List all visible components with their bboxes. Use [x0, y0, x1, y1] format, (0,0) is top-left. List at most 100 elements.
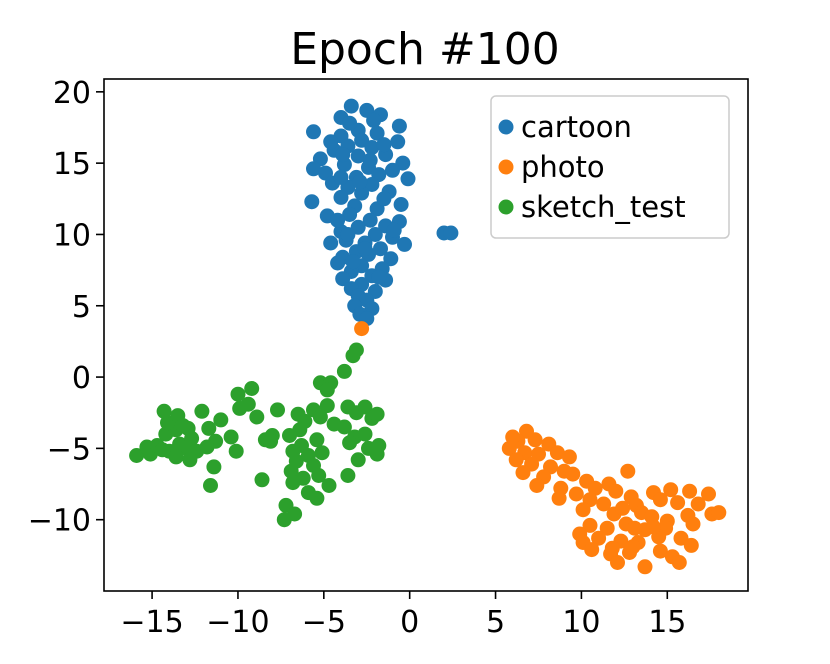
data-point [323, 235, 339, 251]
data-point [335, 271, 351, 287]
data-point [383, 251, 399, 267]
data-point [240, 396, 256, 412]
data-point [549, 445, 565, 461]
data-point [362, 212, 378, 228]
data-point [206, 459, 222, 475]
data-point [371, 438, 387, 453]
legend-label: cartoon [521, 110, 632, 144]
data-point [340, 468, 356, 483]
y-tick-label: 10 [53, 218, 91, 253]
data-point [350, 148, 366, 164]
data-point [342, 435, 358, 451]
data-point [711, 505, 727, 521]
data-point [335, 147, 351, 163]
data-point [646, 519, 661, 535]
data-point [228, 443, 244, 459]
series-sketch-test [129, 342, 387, 528]
data-point [367, 227, 383, 242]
data-point [244, 381, 260, 396]
data-point [213, 412, 229, 428]
data-point [306, 161, 321, 177]
data-point [599, 520, 615, 536]
data-point [194, 403, 210, 419]
plot-area-frame [103, 78, 749, 592]
data-point [357, 241, 373, 257]
x-tick-label: 5 [486, 605, 505, 640]
data-point [505, 429, 521, 445]
data-point [615, 500, 631, 516]
data-point [671, 555, 687, 570]
data-point [690, 496, 706, 512]
data-point [175, 418, 191, 434]
legend-box [490, 95, 730, 239]
series-cartoon [304, 98, 459, 327]
legend-marker [498, 119, 514, 135]
data-point [333, 169, 349, 185]
data-point [443, 225, 459, 241]
data-point [596, 496, 612, 512]
y-tick-label: −10 [28, 504, 91, 539]
data-point [345, 254, 361, 270]
data-point [685, 516, 701, 532]
data-point [230, 386, 246, 402]
data-point [587, 480, 603, 496]
data-point [529, 478, 545, 493]
data-point [254, 472, 270, 488]
x-tick-label: 15 [648, 605, 686, 640]
data-point [354, 321, 370, 337]
data-point [652, 492, 668, 508]
data-point [285, 475, 301, 491]
legend: cartoon photo sketch_test [490, 95, 730, 239]
data-point [357, 399, 373, 415]
data-point [330, 212, 346, 228]
y-tick-label: 0 [72, 361, 91, 396]
data-point [683, 537, 699, 553]
data-point [201, 420, 217, 436]
data-point [652, 543, 668, 559]
data-point [393, 197, 409, 212]
data-point [309, 490, 325, 506]
data-point [364, 177, 380, 192]
y-tick-label: 5 [72, 290, 91, 325]
y-tick-label: 15 [53, 147, 91, 182]
data-point [561, 449, 577, 465]
data-point [348, 342, 364, 358]
data-point [610, 555, 625, 570]
data-point [637, 559, 653, 575]
data-point [182, 452, 198, 468]
data-point [371, 269, 387, 285]
data-point [369, 406, 385, 422]
data-point [323, 134, 339, 150]
data-point [270, 402, 285, 418]
data-point [304, 194, 320, 210]
data-point [333, 189, 349, 205]
data-point [608, 483, 624, 499]
legend-marker [498, 159, 514, 175]
data-point [357, 426, 373, 442]
data-point [342, 115, 358, 131]
data-point [336, 419, 352, 435]
data-point [336, 363, 352, 379]
data-point [249, 409, 265, 425]
data-point [527, 432, 543, 448]
y-axis: −10 −5 0 5 10 15 20 [28, 76, 104, 539]
data-point [373, 241, 388, 257]
data-point [620, 463, 636, 479]
chart-title: Epoch #100 [290, 24, 560, 75]
y-tick-label: −5 [47, 432, 91, 467]
legend-label: sketch_test [521, 190, 686, 224]
data-point [362, 152, 378, 168]
data-point [343, 98, 359, 114]
data-point [663, 482, 679, 498]
data-point [330, 255, 346, 271]
x-tick-label: −10 [206, 605, 269, 640]
data-point [591, 530, 607, 546]
scatter-points [129, 98, 727, 575]
data-point [515, 465, 531, 481]
data-point [551, 490, 567, 506]
data-point [156, 403, 172, 419]
data-point [364, 140, 380, 155]
x-tick-label: 0 [400, 605, 419, 640]
data-point [501, 440, 517, 456]
